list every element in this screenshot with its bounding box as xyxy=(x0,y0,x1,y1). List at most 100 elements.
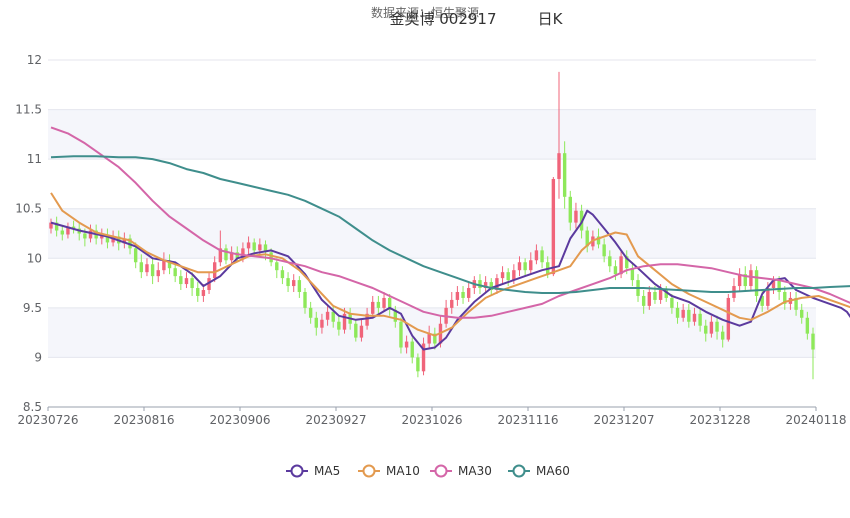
candle xyxy=(410,337,414,364)
legend-label: MA5 xyxy=(314,464,340,478)
candle xyxy=(54,216,59,237)
x-tick-label: 20230726 xyxy=(17,413,78,427)
candle-body xyxy=(562,153,567,197)
candle-body xyxy=(720,331,725,340)
candle-body xyxy=(393,309,398,322)
candle-body xyxy=(653,291,657,300)
candle xyxy=(66,222,70,239)
candle-body xyxy=(235,252,239,259)
candle-body xyxy=(557,153,561,179)
candle-body xyxy=(280,270,285,279)
legend-label: MA30 xyxy=(458,464,492,478)
candle-body xyxy=(709,321,714,334)
candle-body xyxy=(399,321,403,348)
x-axis: 20230726 20230816 20230906 20230927 20231026… xyxy=(17,406,847,427)
candle-body xyxy=(229,252,234,261)
chart-source-label: 数据来源：恒生聚源 xyxy=(371,5,479,20)
candle-body xyxy=(692,313,697,322)
candle-body xyxy=(523,262,527,271)
candle xyxy=(602,238,606,263)
candle xyxy=(224,244,228,265)
candle xyxy=(715,315,719,340)
candle-body xyxy=(726,297,731,340)
candle-body xyxy=(145,264,149,273)
candle xyxy=(122,232,127,249)
candle-body xyxy=(156,270,160,277)
candle xyxy=(427,325,431,350)
candle xyxy=(303,288,307,314)
candle-body xyxy=(670,297,674,308)
candle xyxy=(641,290,646,314)
candle-body xyxy=(292,280,296,287)
candle xyxy=(286,272,290,292)
candle xyxy=(743,266,747,292)
candle-body xyxy=(337,321,341,330)
candle xyxy=(805,311,810,340)
candle xyxy=(687,303,691,328)
candle-body xyxy=(376,301,381,308)
candle xyxy=(461,286,465,304)
candle xyxy=(574,202,578,229)
candle xyxy=(811,327,815,380)
candle-body xyxy=(303,291,307,308)
legend-item-ma30: MA30 xyxy=(430,464,492,478)
candle-body xyxy=(190,278,194,289)
candle-body xyxy=(512,270,516,281)
legend-item-ma10: MA10 xyxy=(358,464,420,478)
candle xyxy=(495,274,499,294)
x-tick-label: 20231207 xyxy=(593,413,654,427)
candle xyxy=(630,262,635,287)
candle xyxy=(275,258,279,279)
candle-body xyxy=(568,196,572,223)
candle xyxy=(308,301,313,324)
candle xyxy=(754,266,759,302)
candle xyxy=(359,319,364,342)
candle xyxy=(433,327,437,350)
candle-body xyxy=(100,234,104,239)
candle-body xyxy=(371,301,375,314)
ma-line-ma10 xyxy=(50,192,850,337)
candle xyxy=(421,337,426,376)
candle-body xyxy=(574,210,578,223)
candle-body xyxy=(410,341,414,358)
candle xyxy=(337,315,341,336)
x-tick-label: 20230906 xyxy=(209,413,270,427)
x-tick-label: 20240118 xyxy=(785,413,846,427)
candle-body xyxy=(71,226,76,229)
candle-body xyxy=(664,290,668,298)
candle-body xyxy=(416,357,420,372)
ma-line-ma60 xyxy=(50,155,850,294)
candle xyxy=(500,266,505,285)
candle-body xyxy=(387,297,392,310)
grid-band xyxy=(48,208,816,259)
candle-body xyxy=(314,317,318,328)
candle-body xyxy=(83,233,87,239)
candle-body xyxy=(320,319,324,328)
candle xyxy=(60,225,64,241)
candle-body xyxy=(495,278,499,291)
candle-body xyxy=(218,248,223,263)
y-tick-label: 9 xyxy=(34,350,42,364)
candle-body xyxy=(201,290,206,296)
candle xyxy=(105,228,110,249)
candle xyxy=(670,293,674,314)
y-axis: 12 11.5 11 10.5 10 9.5 9 8.5 xyxy=(15,53,42,414)
candle xyxy=(647,286,652,310)
candle xyxy=(354,319,358,342)
candle-body xyxy=(805,317,810,334)
candle-body xyxy=(365,313,369,326)
candle xyxy=(162,252,166,275)
candle xyxy=(709,315,714,338)
candle-body xyxy=(698,313,702,326)
candle xyxy=(71,220,76,234)
candle xyxy=(184,272,189,289)
grid-band xyxy=(48,109,816,160)
candle xyxy=(167,254,172,275)
candle xyxy=(608,250,612,273)
candle-body xyxy=(466,288,471,298)
y-tick-label: 10.5 xyxy=(15,202,42,216)
candle xyxy=(150,258,155,285)
candle xyxy=(280,266,285,285)
candle xyxy=(517,256,522,277)
